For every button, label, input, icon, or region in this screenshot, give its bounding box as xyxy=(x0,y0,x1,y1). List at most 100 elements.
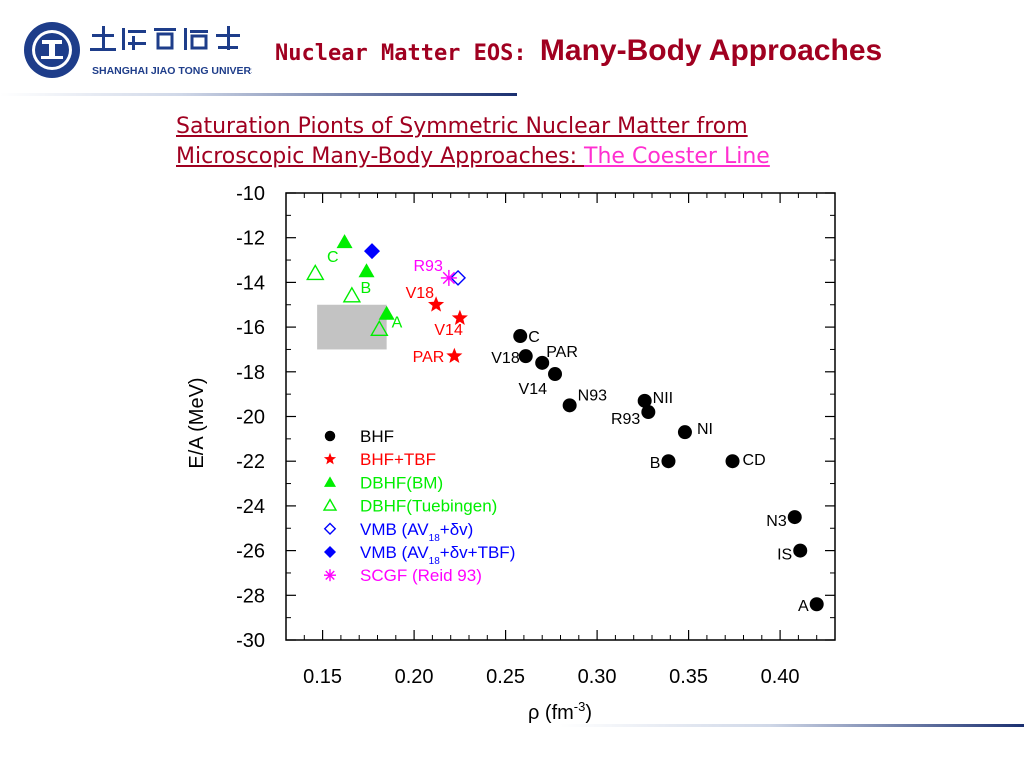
page-title: Nuclear Matter EOS: Many-Body Approaches xyxy=(275,34,882,68)
empirical-box xyxy=(317,304,387,350)
circle-marker xyxy=(677,425,692,440)
circle-marker xyxy=(637,393,652,408)
point-label: A xyxy=(392,315,403,332)
page-title-part1: Nuclear Matter EOS: xyxy=(275,41,540,66)
legend: BHF BHF+TBF DBHF(BM) DBHF(Tuebingen) VMB (AV… xyxy=(322,427,515,585)
triangle-marker xyxy=(378,305,395,320)
point-label: N3 xyxy=(766,513,787,530)
legend-entry: BHF xyxy=(324,427,394,446)
series-vmb-av18-v- xyxy=(450,269,467,286)
point-label: A xyxy=(798,598,809,615)
triangle-marker xyxy=(358,263,375,278)
open-diamond-marker xyxy=(450,269,467,286)
y-tick-label: -28 xyxy=(236,585,265,607)
y-tick-label: -24 xyxy=(236,496,265,518)
open-diamond-marker xyxy=(323,522,337,536)
star-marker xyxy=(446,347,463,363)
open-triangle-marker xyxy=(322,498,338,511)
y-tick-label: -18 xyxy=(236,362,265,384)
circle-marker xyxy=(535,355,550,370)
y-tick-label: -10 xyxy=(236,183,265,205)
star-marker xyxy=(451,309,468,325)
legend-entry: DBHF(BM) xyxy=(324,473,443,492)
legend-label: BHF xyxy=(360,427,394,446)
diamond-marker xyxy=(364,243,381,260)
point-label: R93 xyxy=(611,411,640,428)
asterisk-marker xyxy=(324,569,336,582)
star-marker xyxy=(428,296,445,312)
series-bhf: C V18 PAR V14 N93 NII R93 NI B CD N3 IS A xyxy=(491,329,824,615)
legend-label: VMB (AV18+δv) xyxy=(360,520,473,544)
header-divider xyxy=(0,93,517,96)
y-tick-label: -14 xyxy=(236,272,265,294)
subtitle-line1: Saturation Pionts of Symmetric Nuclear M… xyxy=(176,114,748,139)
page-title-part2: Many-Body Approaches xyxy=(539,34,883,67)
point-label: B xyxy=(361,280,372,297)
open-triangle-marker xyxy=(342,286,362,303)
legend-entry: DBHF(Tuebingen) xyxy=(322,497,497,516)
legend-entry: VMB (AV18+δv+TBF) xyxy=(324,543,515,567)
circle-marker xyxy=(793,543,808,558)
subtitle-coester-line: The Coester Line xyxy=(584,144,770,169)
series-dbhf-tuebingen- xyxy=(306,264,389,337)
legend-label: SCGF (Reid 93) xyxy=(360,566,482,585)
open-triangle-marker xyxy=(306,264,325,281)
point-label: N93 xyxy=(578,387,607,404)
svg-text:SHANGHAI JIAO TONG UNIVERSIT: SHANGHAI JIAO TONG UNIVERSITY xyxy=(92,65,252,77)
legend-label: VMB (AV18+δv+TBF) xyxy=(360,543,515,567)
circle-marker xyxy=(324,430,336,442)
x-axis-label: ρ (fm-3) xyxy=(528,699,592,724)
asterisk-stroke xyxy=(442,271,456,285)
circle-marker xyxy=(661,454,676,469)
point-label: V14 xyxy=(434,322,463,339)
legend-label: DBHF(BM) xyxy=(360,473,443,492)
diamond-marker xyxy=(324,546,336,558)
circle-marker xyxy=(562,398,577,413)
point-label: V14 xyxy=(519,381,548,398)
y-tick-label: -12 xyxy=(236,228,265,250)
series-scgf-reid-93-: R93 xyxy=(414,258,457,286)
circle-marker xyxy=(518,349,533,364)
point-label: C xyxy=(327,249,339,266)
empirical-saturation-region xyxy=(317,304,387,350)
point-label: B xyxy=(650,455,661,472)
point-label: PAR xyxy=(546,344,578,361)
legend-entry: VMB (AV18+δv) xyxy=(323,520,473,544)
asterisk-stroke xyxy=(325,570,335,580)
y-tick-label: -20 xyxy=(236,407,265,429)
footer-divider xyxy=(560,724,1024,727)
x-tick-label: 0.30 xyxy=(578,666,617,688)
point-label: V18 xyxy=(491,350,520,367)
triangle-marker xyxy=(324,476,336,487)
circle-marker xyxy=(513,329,528,344)
star-marker xyxy=(323,452,337,465)
y-axis-label: E/A (MeV) xyxy=(186,377,208,468)
asterisk-marker xyxy=(440,269,457,286)
circle-marker xyxy=(809,597,824,612)
axis-ticks: -10 -12 -14 -16 -18 -20 -22 -24 -26 -28 -30 0.15 0.2… xyxy=(236,183,835,688)
x-tick-label: 0.25 xyxy=(486,666,525,688)
circle-marker xyxy=(787,510,802,525)
open-triangle-marker xyxy=(370,319,389,337)
slide-subtitle: Saturation Pionts of Symmetric Nuclear M… xyxy=(176,112,916,172)
x-tick-label: 0.15 xyxy=(303,666,342,688)
university-logo: SHANGHAI JIAO TONG UNIVERSITY xyxy=(22,20,274,84)
series-dbhf-bm-: C B A xyxy=(327,234,403,332)
y-tick-label: -30 xyxy=(236,630,265,652)
series-vmb-av18-v-tbf- xyxy=(364,243,381,260)
x-tick-label: 0.40 xyxy=(761,666,800,688)
triangle-marker xyxy=(336,234,353,249)
circle-marker xyxy=(725,454,740,469)
legend-label: BHF+TBF xyxy=(360,450,436,469)
y-tick-label: -16 xyxy=(236,317,265,339)
circle-marker xyxy=(641,405,656,420)
sjtu-logo-icon: SHANGHAI JIAO TONG UNIVERSITY xyxy=(24,22,274,78)
point-label: CD xyxy=(743,452,766,469)
point-label: NI xyxy=(697,421,713,438)
y-tick-label: -22 xyxy=(236,451,265,473)
legend-entry: BHF+TBF xyxy=(323,450,436,469)
legend-entry: SCGF (Reid 93) xyxy=(324,566,482,585)
series-bhf-tbf: V18 V14 PAR xyxy=(406,285,468,366)
